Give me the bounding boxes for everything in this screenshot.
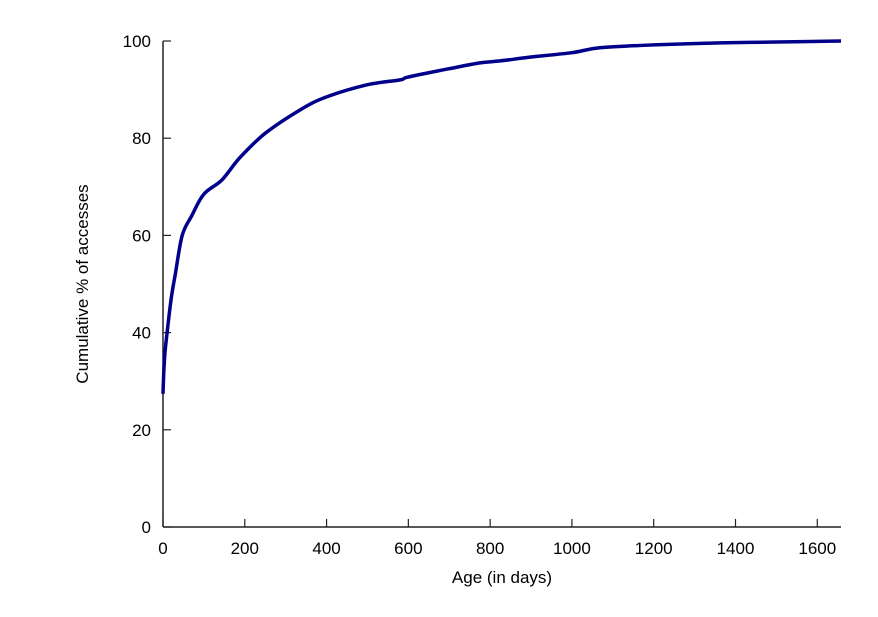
y-tick-label: 20 (132, 421, 151, 440)
y-tick-label: 80 (132, 129, 151, 148)
x-tick-label: 0 (158, 539, 167, 558)
y-axis: 0 20 40 60 80 100 (123, 32, 171, 537)
y-tick-label: 0 (142, 518, 151, 537)
x-axis-title: Age (in days) (452, 568, 552, 587)
x-tick-label: 200 (231, 539, 259, 558)
x-tick-label: 800 (476, 539, 504, 558)
x-tick-label: 1200 (635, 539, 673, 558)
y-tick-label: 100 (123, 32, 151, 51)
x-tick-label: 1600 (798, 539, 836, 558)
y-tick-label: 60 (132, 226, 151, 245)
y-axis-title: Cumulative % of accesses (73, 184, 92, 383)
x-tick-label: 1000 (553, 539, 591, 558)
x-tick-label: 400 (312, 539, 340, 558)
x-tick-label: 1400 (717, 539, 755, 558)
cumulative-access-line (161, 39, 842, 394)
x-tick-label: 600 (394, 539, 422, 558)
y-tick-label: 40 (132, 324, 151, 343)
x-axis: 0 200 400 600 800 1000 1200 1400 1600 (158, 519, 841, 558)
